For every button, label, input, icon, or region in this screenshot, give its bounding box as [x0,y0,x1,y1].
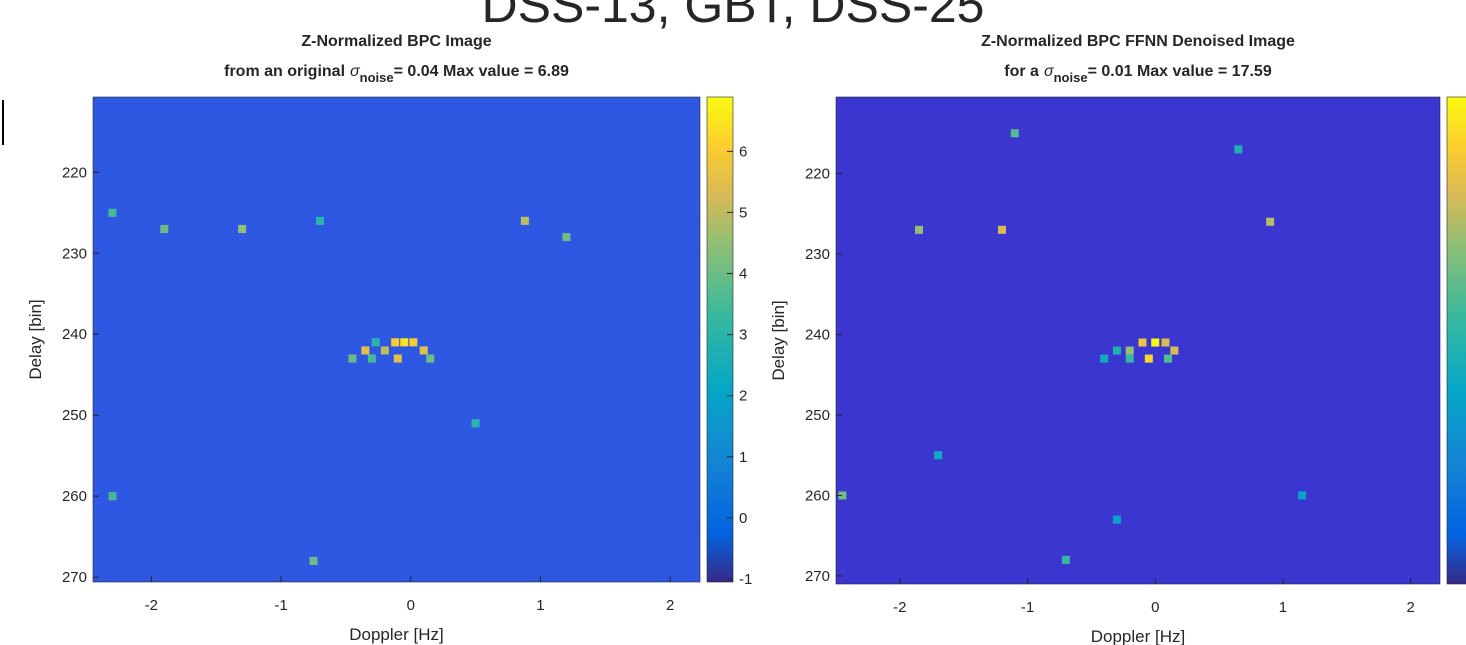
y-tick-label: 270 [62,569,87,586]
y-tick-label: 240 [62,326,87,343]
heat-cell [380,346,389,355]
y-tick-label: 250 [805,407,830,424]
x-tick-label: 1 [536,597,544,614]
subtitle-part: = 0.01 Max value = 17.59 [1088,63,1272,80]
heat-cell [419,346,428,355]
y-tick-label: 250 [62,407,87,424]
plot-area [836,97,1440,584]
chart-title: Z-Normalized BPC Image [301,33,491,50]
heat-cell [1125,346,1134,355]
heat-cell [915,225,924,234]
y-tick-label: 260 [62,488,87,505]
heat-cell [1061,555,1070,564]
colorbar [1446,96,1466,585]
heat-cell [1161,338,1170,347]
heat-cell [426,354,435,363]
y-tick-label: 220 [62,164,87,181]
y-tick-label: 240 [805,326,830,343]
heat-cell [348,354,357,363]
heat-cell [1138,338,1147,347]
x-tick-label: -2 [145,597,158,614]
heat-cell [934,451,943,460]
x-tick-label: 2 [1406,599,1414,616]
colorbar-tick-label: 1 [739,449,747,466]
x-tick-label: -1 [1021,599,1034,616]
heat-cell [838,491,847,500]
x-tick-label: 1 [1279,599,1287,616]
heat-cell [238,224,247,234]
heat-cell [1298,491,1307,500]
heat-cell [998,225,1007,234]
colorbar-tick-label: 3 [739,327,747,344]
heat-cell [361,346,370,355]
heat-cell [1010,129,1019,138]
colorbar [706,96,734,583]
plot-frame [835,96,1441,585]
heat-cell [309,556,318,565]
heat-cell [471,419,480,428]
plot-frame [92,96,701,583]
heat-cell [393,354,402,363]
heat-cell [1234,145,1243,154]
colorbar-tick-label: 0 [739,510,747,527]
heat-cell [1112,346,1121,355]
heat-cell [1144,354,1153,363]
heat-cell [1125,354,1134,363]
heat-cell [108,492,117,501]
chart-subtitle: from an original σnoise= 0.04 Max value =… [224,63,569,85]
heat-cell [562,233,571,242]
heat-cell [1100,354,1109,363]
heat-cell [1112,515,1121,524]
heat-cell [108,208,117,217]
heat-cell [391,338,400,347]
figure-title: DSS-13, GBT, DSS-25 [482,0,985,33]
heat-cell [367,354,376,363]
x-axis-label: Doppler [Hz] [1091,627,1185,645]
x-tick-label: -1 [274,597,287,614]
heat-cell [520,216,529,225]
subtitle-part: = 0.04 Max value = 6.89 [394,63,569,80]
subtitle-part: σ [1044,63,1055,80]
x-tick-label: -2 [893,599,906,616]
subtitle-part: σ [350,63,361,80]
colorbar-tick-label: 5 [739,204,747,221]
heat-cell [1164,354,1173,363]
heat-cell [371,338,380,347]
y-axis-label: Delay [bin] [26,299,45,379]
colorbar-tick-label: 2 [739,388,747,405]
heat-cell [1170,346,1179,355]
chart-title: Z-Normalized BPC FFNN Denoised Image [981,33,1295,50]
heat-cell [315,216,324,225]
colorbar-tick-label: 4 [739,266,747,283]
y-axis-label: Delay [bin] [769,300,788,380]
colorbar-tick-label: -1 [739,571,752,588]
subtitle-part: noise [360,70,394,85]
x-tick-label: 2 [666,597,674,614]
subtitle-part: noise [1054,70,1088,85]
heat-cell [400,338,409,347]
x-axis-label: Doppler [Hz] [349,625,443,644]
y-tick-label: 270 [805,568,830,585]
x-tick-label: 0 [407,597,415,614]
y-tick-label: 260 [805,487,830,504]
y-tick-label: 230 [805,246,830,263]
subtitle-part: from an original [224,63,345,80]
chart-subtitle: for a σnoise= 0.01 Max value = 17.59 [1004,63,1272,85]
colorbar-tick-label: 6 [739,143,747,160]
y-tick-label: 230 [62,245,87,262]
heat-cell [409,338,418,347]
y-tick-label: 220 [805,165,830,182]
heat-cell [160,224,169,234]
x-tick-label: 0 [1151,599,1159,616]
heat-cell [1266,217,1275,226]
heat-cell [1151,338,1160,347]
subtitle-part: for a [1004,63,1039,80]
